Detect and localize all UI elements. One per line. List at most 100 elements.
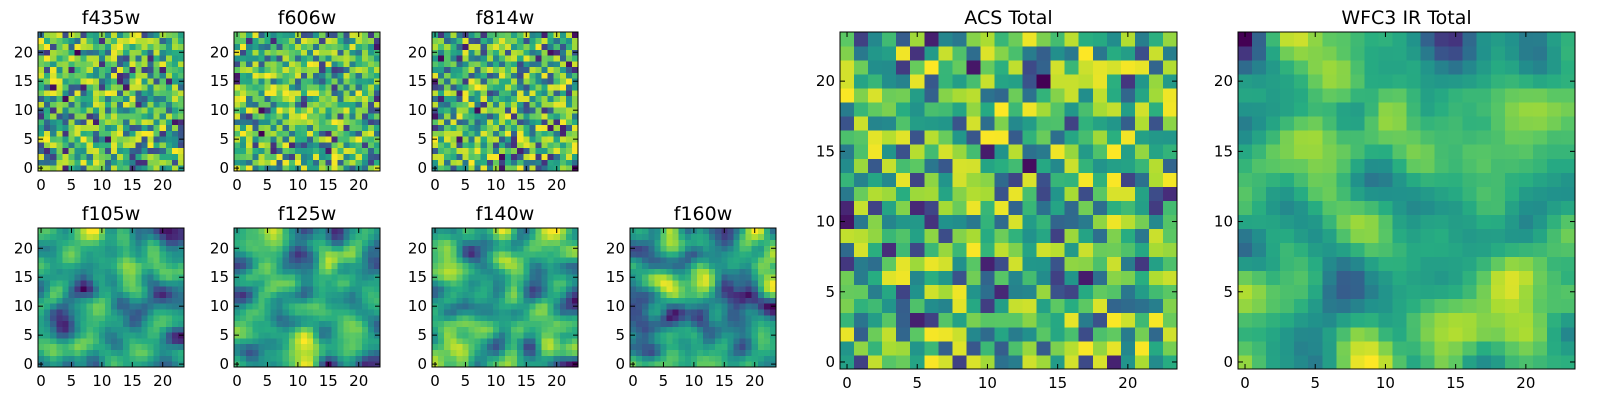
heatmap-cell bbox=[1148, 228, 1164, 244]
heatmap-cell bbox=[367, 309, 375, 316]
heatmap-cell bbox=[1238, 354, 1253, 370]
heatmap-cell bbox=[343, 314, 350, 322]
heatmap-cell bbox=[739, 343, 746, 351]
heatmap-cell bbox=[307, 43, 314, 50]
heatmap-cell bbox=[456, 285, 463, 293]
heatmap-cell bbox=[642, 245, 649, 252]
x-tick-label: 0 bbox=[430, 372, 440, 390]
heatmap-cell bbox=[565, 72, 573, 79]
heatmap-cell bbox=[111, 78, 118, 85]
heatmap-cell bbox=[367, 291, 375, 298]
heatmap-cell bbox=[450, 118, 457, 126]
heatmap-cell bbox=[123, 55, 130, 62]
heatmap-cell bbox=[468, 43, 475, 50]
heatmap-cell bbox=[553, 142, 561, 149]
heatmap-cell bbox=[1120, 74, 1136, 89]
heatmap-cell bbox=[123, 338, 130, 345]
heatmap-cell bbox=[1134, 130, 1150, 145]
heatmap-cell bbox=[745, 251, 753, 258]
heatmap-cell bbox=[444, 153, 451, 160]
heatmap-cell bbox=[331, 136, 338, 143]
heatmap-cell bbox=[50, 320, 57, 327]
heatmap-cell bbox=[709, 280, 716, 287]
heatmap-cell bbox=[498, 338, 506, 345]
heatmap-cell bbox=[349, 361, 357, 368]
heatmap-cell bbox=[74, 153, 81, 160]
heatmap-cell bbox=[660, 262, 667, 269]
heatmap-cell bbox=[361, 332, 369, 339]
heatmap-cell bbox=[74, 130, 81, 137]
heatmap-cell bbox=[565, 113, 573, 120]
heatmap-cell bbox=[1064, 312, 1080, 328]
heatmap-cell bbox=[868, 312, 883, 328]
heatmap-cell bbox=[511, 147, 518, 155]
heatmap-cell bbox=[367, 320, 375, 327]
heatmap-cell bbox=[313, 228, 320, 235]
heatmap-cell bbox=[117, 239, 124, 246]
heatmap-cell bbox=[44, 37, 51, 44]
heatmap-cell bbox=[666, 239, 673, 246]
heatmap-cell bbox=[80, 332, 88, 339]
heatmap-cell bbox=[117, 262, 124, 269]
heatmap-cell bbox=[492, 355, 500, 362]
heatmap-cell bbox=[68, 274, 75, 281]
heatmap-cell bbox=[264, 130, 271, 137]
heatmap-cell bbox=[684, 309, 692, 316]
heatmap-cell bbox=[980, 228, 995, 244]
heatmap-cell bbox=[288, 101, 296, 108]
heatmap-cell bbox=[654, 233, 661, 240]
heatmap-cell bbox=[505, 60, 512, 68]
heatmap-cell bbox=[129, 343, 136, 351]
heatmap-cell bbox=[523, 233, 530, 240]
heatmap-cell bbox=[258, 43, 265, 50]
heatmap-cell bbox=[980, 242, 995, 258]
heatmap-cell bbox=[270, 101, 277, 108]
heatmap-cell bbox=[111, 280, 118, 287]
heatmap-cell bbox=[666, 256, 673, 264]
heatmap-cell bbox=[240, 55, 247, 62]
heatmap-cell bbox=[282, 165, 290, 172]
heatmap-cell bbox=[177, 314, 185, 322]
heatmap-cell bbox=[462, 142, 469, 149]
heatmap-cell bbox=[559, 130, 567, 137]
heatmap-cell bbox=[690, 349, 698, 356]
heatmap-cell bbox=[678, 262, 686, 269]
heatmap-cell bbox=[117, 89, 124, 97]
heatmap-cell bbox=[535, 355, 542, 362]
x-tick-label: 10 bbox=[288, 372, 307, 390]
heatmap-cell bbox=[270, 309, 277, 316]
heatmap-cell bbox=[111, 262, 118, 269]
heatmap-cell bbox=[739, 239, 746, 246]
heatmap-cell bbox=[678, 239, 686, 246]
heatmap-cell bbox=[62, 72, 69, 79]
heatmap-cell bbox=[438, 113, 445, 120]
heatmap-cell bbox=[733, 349, 740, 356]
heatmap-cell bbox=[980, 312, 995, 328]
heatmap-cell bbox=[258, 89, 265, 97]
heatmap-cell bbox=[1022, 46, 1037, 61]
heatmap-cell bbox=[355, 262, 363, 269]
heatmap-cell bbox=[313, 297, 320, 304]
heatmap-cell bbox=[74, 165, 81, 172]
heatmap-cell bbox=[1134, 158, 1150, 173]
heatmap-cell bbox=[498, 113, 506, 120]
heatmap-cell bbox=[565, 291, 573, 298]
heatmap-cell bbox=[727, 332, 734, 339]
y-tick-label: 0 bbox=[23, 355, 33, 373]
heatmap-cell bbox=[462, 256, 469, 264]
heatmap-cell bbox=[355, 43, 363, 50]
heatmap-cell bbox=[541, 361, 548, 368]
heatmap-cell bbox=[456, 262, 463, 269]
heatmap-cell bbox=[666, 332, 673, 339]
heatmap-cell bbox=[307, 113, 314, 120]
heatmap-cell bbox=[672, 268, 680, 275]
heatmap-cell bbox=[282, 95, 290, 102]
heatmap-cell bbox=[492, 159, 500, 166]
heatmap-cell bbox=[355, 355, 363, 362]
heatmap-cell bbox=[300, 136, 308, 143]
heatmap-cell bbox=[690, 355, 698, 362]
heatmap-cell bbox=[147, 136, 154, 143]
heatmap-cell bbox=[74, 55, 81, 62]
heatmap-cell bbox=[733, 239, 740, 246]
heatmap-cell bbox=[240, 78, 247, 85]
